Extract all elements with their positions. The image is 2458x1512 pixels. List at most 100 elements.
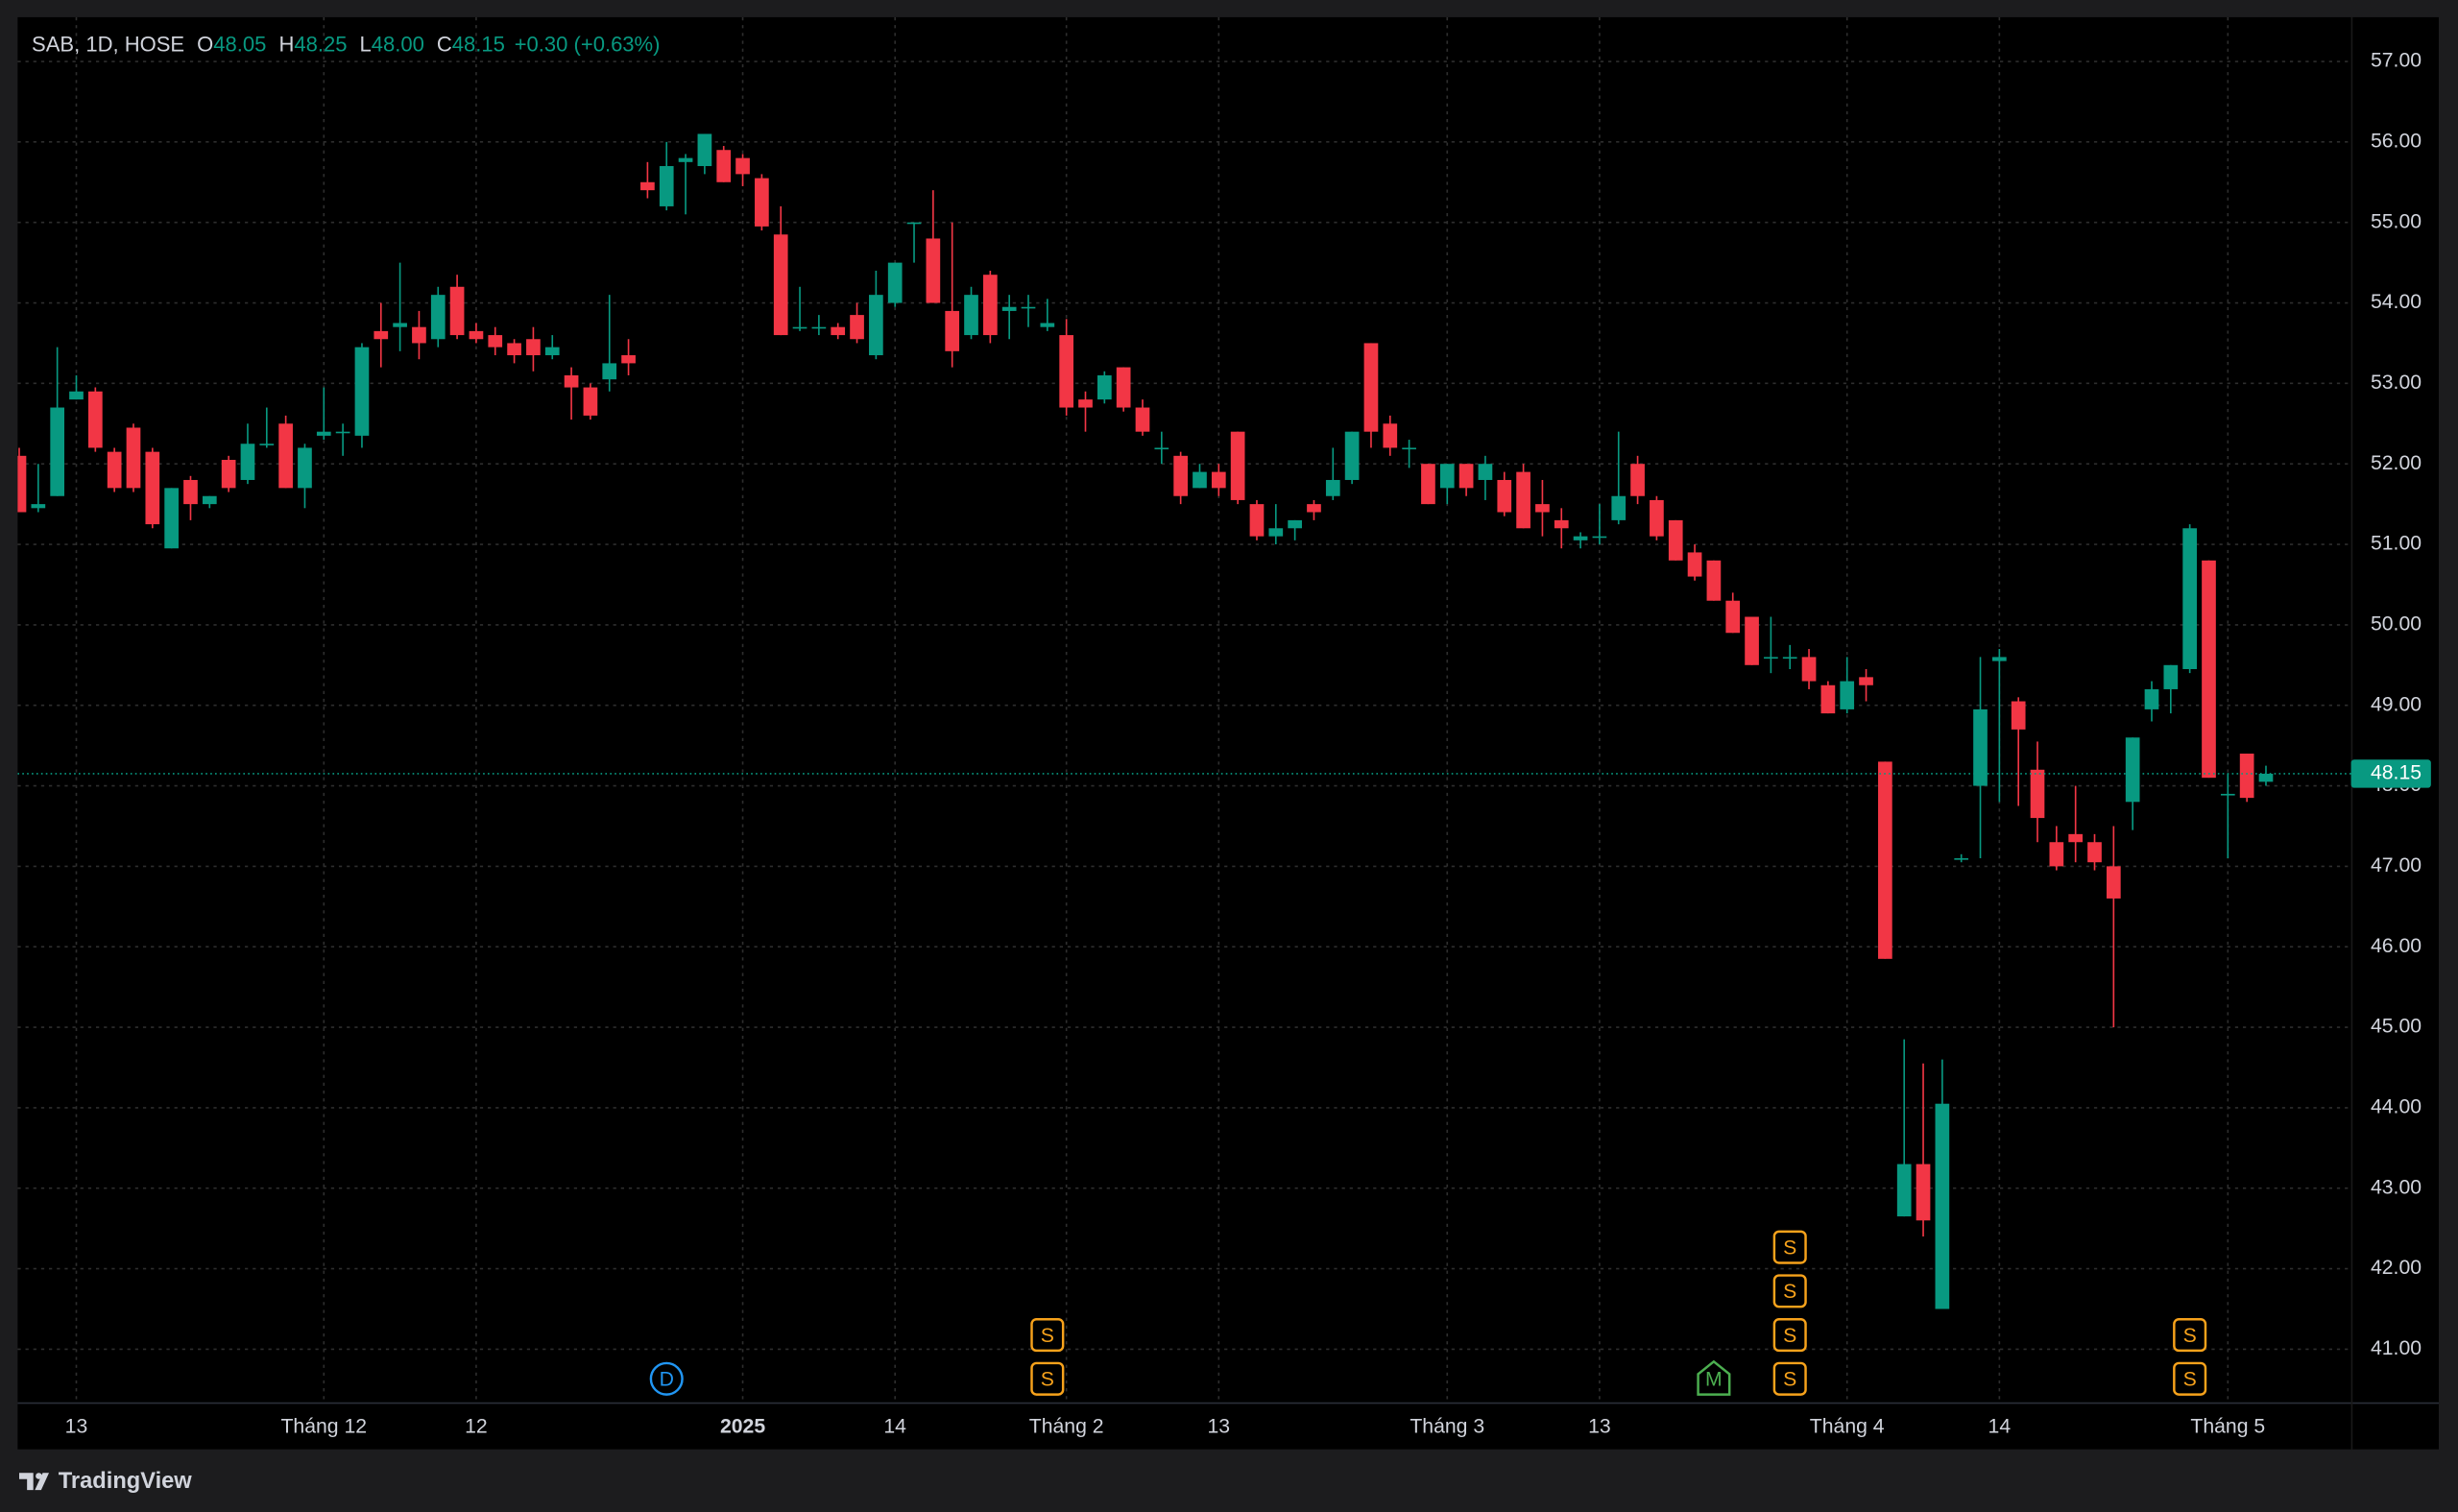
candle-body	[1896, 1164, 1912, 1217]
candle-body	[31, 504, 46, 509]
candle-body	[145, 451, 160, 525]
candle-body	[1764, 657, 1778, 660]
event-shape	[1697, 1359, 1731, 1396]
candle-body	[202, 495, 217, 505]
event-label: S	[1783, 1369, 1796, 1391]
brand-name[interactable]: TradingView	[59, 1469, 193, 1494]
candle-body	[278, 423, 293, 489]
candle-body	[1592, 536, 1607, 539]
candle-body	[2182, 528, 2197, 669]
y-tick-label: 55.00	[2371, 210, 2422, 232]
candle-body	[2049, 842, 2064, 867]
y-tick-label: 44.00	[2371, 1096, 2422, 1118]
event-shape	[1772, 1318, 1807, 1353]
candle-body	[335, 431, 350, 434]
x-tick-label: 13	[1588, 1415, 1611, 1437]
candle-body	[430, 295, 446, 340]
event-label: S	[1041, 1369, 1054, 1391]
axes: 41.0042.0043.0044.0045.0046.0047.0048.00…	[65, 50, 2431, 1437]
x-tick-label: 12	[465, 1415, 488, 1437]
candle-body	[1782, 657, 1797, 660]
y-tick-label: 43.00	[2371, 1176, 2422, 1198]
candle-body	[2106, 866, 2121, 899]
candle-body	[488, 335, 503, 348]
ohlc-value: 48.05	[213, 32, 266, 56]
candle-body	[1801, 657, 1817, 682]
event-shape	[649, 1361, 684, 1396]
candle-body	[1421, 464, 1435, 505]
candle-body	[298, 447, 312, 489]
candle-body	[1096, 374, 1112, 400]
event-badge[interactable]: S	[1772, 1361, 1807, 1396]
candle-body	[87, 391, 103, 448]
event-badge[interactable]: D	[649, 1361, 684, 1396]
ohlc-value: 48.15	[452, 32, 505, 56]
candles	[17, 133, 2351, 1309]
event-badge[interactable]: S	[1772, 1274, 1807, 1308]
candle-body	[1344, 431, 1360, 480]
candle-body	[831, 326, 846, 336]
event-badge[interactable]: S	[1772, 1230, 1807, 1264]
candle-body	[507, 343, 521, 356]
y-tick-label: 45.00	[2371, 1016, 2422, 1038]
candle-body	[2144, 688, 2159, 709]
candle-body	[1211, 471, 1226, 489]
candle-body	[1611, 495, 1627, 520]
candle-body	[1516, 471, 1530, 529]
candle-body	[1725, 600, 1741, 634]
candle-body	[107, 451, 122, 489]
y-tick-label: 50.00	[2371, 612, 2422, 635]
event-shape	[1772, 1230, 1807, 1264]
candle-body	[869, 295, 883, 356]
event-label: S	[2183, 1325, 2197, 1347]
candle-body	[583, 387, 598, 416]
candle-body	[1992, 657, 2007, 661]
candle-body	[1973, 708, 1988, 786]
event-badge[interactable]: S	[1772, 1318, 1807, 1353]
y-tick-label: 49.00	[2371, 693, 2422, 715]
candle-body	[2202, 560, 2216, 779]
event-badge[interactable]: S	[2173, 1318, 2207, 1353]
candle-body	[1059, 335, 1074, 408]
event-label: S	[1783, 1236, 1796, 1259]
event-badge[interactable]: M	[1697, 1359, 1731, 1396]
candle-body	[1497, 479, 1512, 513]
candle-body	[678, 157, 693, 162]
candle-body	[17, 455, 27, 513]
chart-panel	[17, 16, 2439, 1450]
candle-body	[2030, 769, 2045, 819]
candle-body	[374, 330, 389, 340]
candle-body	[964, 295, 978, 336]
candle-body	[1954, 858, 1969, 860]
candle-body	[316, 431, 331, 436]
candle-body	[2068, 833, 2084, 843]
x-tick-label: 2025	[720, 1415, 765, 1437]
candle-body	[621, 355, 636, 364]
x-tick-label: 14	[883, 1415, 906, 1437]
candle-body	[240, 444, 255, 480]
candle-body	[1687, 552, 1702, 577]
event-shape	[2173, 1361, 2207, 1396]
event-badge[interactable]: S	[1030, 1361, 1065, 1396]
event-badge[interactable]: S	[1030, 1318, 1065, 1353]
event-shape	[1030, 1361, 1065, 1396]
event-badge[interactable]: S	[2173, 1361, 2207, 1396]
candle-body	[412, 326, 426, 344]
x-tick-label: Tháng 2	[1029, 1415, 1104, 1437]
event-shape	[1772, 1274, 1807, 1308]
candle-body	[50, 407, 65, 496]
y-tick-label: 51.00	[2371, 533, 2422, 555]
candle-body	[945, 310, 960, 351]
y-tick-label: 56.00	[2371, 130, 2422, 152]
candle-body	[1040, 323, 1055, 327]
candle-body	[1820, 684, 1836, 714]
ohlc-value: 48.00	[372, 32, 424, 56]
candle-body	[469, 330, 484, 340]
y-tick-label: 52.00	[2371, 452, 2422, 474]
candle-body	[983, 275, 998, 336]
y-tick-label: 41.00	[2371, 1337, 2422, 1359]
candle-body	[1193, 471, 1207, 489]
y-tick-label: 54.00	[2371, 291, 2422, 313]
